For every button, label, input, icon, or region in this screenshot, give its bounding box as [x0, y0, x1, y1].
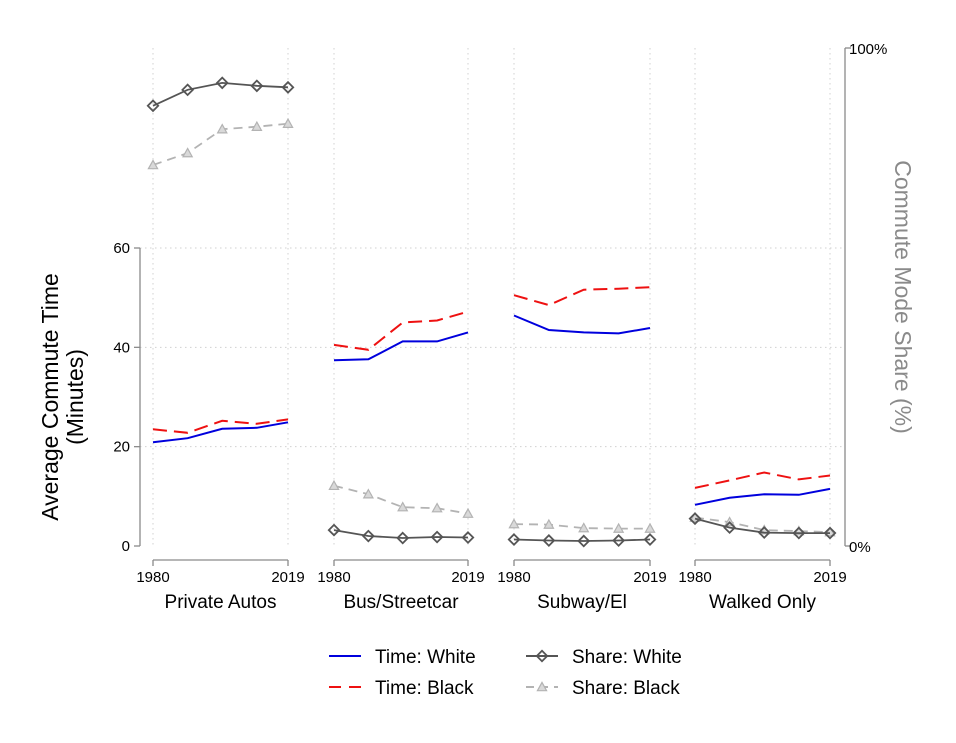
x-axis-tick-label: 2019: [451, 569, 484, 586]
data-point-diamond: [643, 533, 657, 546]
panel-bus-streetcar: 1980 2019 Bus/Streetcar: [317, 310, 485, 613]
data-point-triangle: [397, 501, 409, 512]
data-point-diamond: [327, 523, 341, 537]
data-point-diamond: [507, 533, 521, 546]
series-line-time-white: [333, 331, 469, 362]
y-axis-title: Average Commute Time(Minutes): [37, 273, 88, 521]
left-axis: 0 20 40 60: [113, 240, 141, 555]
legend-label: Time: White: [375, 647, 476, 668]
data-point-triangle: [578, 522, 590, 533]
data-point-diamond: [792, 526, 806, 540]
data-point-triangle: [612, 522, 625, 533]
data-point-diamond: [396, 531, 410, 545]
data-point-triangle: [282, 117, 294, 128]
data-point-diamond: [215, 76, 229, 90]
series-line-share-white: [694, 517, 830, 534]
series-line-time-black: [333, 310, 469, 351]
data-point-diamond: [688, 512, 702, 526]
data-point-diamond: [430, 530, 444, 544]
data-point-triangle: [328, 479, 340, 491]
data-point-triangle: [462, 507, 474, 518]
data-point-diamond: [757, 526, 771, 540]
data-point-triangle: [362, 488, 374, 499]
data-point-diamond: [542, 534, 556, 547]
legend-item-share-black: Share: Black: [526, 678, 680, 699]
right-axis-tick-label: 100%: [849, 41, 887, 58]
data-point-diamond: [823, 526, 837, 540]
left-axis-tick-label: 20: [113, 439, 130, 456]
series-line-share-white: [152, 81, 289, 107]
x-axis-tick-label: 2019: [633, 569, 666, 586]
legend-label: Share: Black: [572, 678, 680, 699]
left-axis-tick-label: 60: [113, 240, 130, 257]
data-point-triangle: [508, 518, 520, 529]
series-line-time-white: [694, 487, 831, 506]
left-axis-tick-label: 0: [122, 538, 130, 555]
data-point-triangle: [216, 123, 228, 134]
x-axis-tick-label: 2019: [813, 569, 846, 586]
legend-label: Time: Black: [375, 678, 474, 699]
right-axis-tick-label: 0%: [849, 539, 871, 556]
left-axis-tick-label: 40: [113, 339, 130, 356]
legend: Time: White Time: Black Share: White Share:…: [329, 647, 682, 699]
panel-walked-only: 1980 2019 Walked Only: [678, 471, 847, 613]
data-point-diamond: [535, 649, 549, 663]
right-axis: 0% 100%: [844, 41, 887, 556]
x-axis-tick-label: 1980: [136, 569, 169, 586]
series-line-share-white: [513, 538, 651, 542]
series-line-time-black: [513, 286, 651, 307]
y-axis-title-line: (Minutes): [62, 349, 88, 445]
x-axis-tick-label: 1980: [317, 569, 350, 586]
panel-label: Bus/Streetcar: [343, 592, 459, 613]
x-axis-tick-label: 2019: [271, 569, 304, 586]
data-point-diamond: [250, 79, 264, 93]
data-point-diamond: [281, 80, 295, 94]
data-point-diamond: [361, 529, 375, 543]
data-point-triangle: [431, 502, 443, 513]
series-line-share-white: [333, 529, 469, 539]
y2-axis-title: Commute Mode Share (%): [890, 160, 916, 434]
x-axis-tick-label: 1980: [678, 569, 711, 586]
series-line-share-black: [513, 523, 650, 530]
series-line-time-white: [513, 314, 651, 335]
data-point-diamond: [181, 83, 195, 97]
series-line-share-black: [694, 516, 831, 533]
series-line-time-black: [694, 471, 831, 489]
gridlines: [140, 48, 845, 546]
series-line-share-black: [333, 484, 469, 515]
y-axis-title-line: Average Commute Time: [37, 273, 63, 521]
data-point-diamond: [723, 521, 737, 535]
panel-subway-el: 1980 2019 Subway/El: [497, 286, 667, 613]
series-line-time-black: [152, 418, 289, 434]
data-point-diamond: [577, 534, 591, 548]
data-point-triangle: [251, 120, 263, 131]
legend-label: Share: White: [572, 647, 682, 668]
series-line-time-white: [152, 421, 289, 444]
x-axis-tick-label: 1980: [497, 569, 530, 586]
data-point-triangle: [536, 681, 548, 692]
panel-label: Walked Only: [709, 592, 816, 613]
data-point-triangle: [181, 147, 194, 158]
data-point-triangle: [644, 522, 656, 533]
data-point-triangle: [147, 159, 159, 170]
panel-private-autos: 1980 2019 Private Autos: [136, 76, 305, 613]
panel-label: Private Autos: [165, 592, 277, 613]
data-point-diamond: [146, 99, 160, 113]
data-point-diamond: [461, 531, 475, 545]
data-point-diamond: [612, 534, 626, 547]
data-point-triangle: [543, 518, 555, 529]
legend-item-time-black: Time: Black: [329, 678, 474, 699]
legend-item-share-white: Share: White: [526, 647, 682, 668]
panel-label: Subway/El: [537, 592, 627, 613]
legend-item-time-white: Time: White: [329, 647, 476, 668]
